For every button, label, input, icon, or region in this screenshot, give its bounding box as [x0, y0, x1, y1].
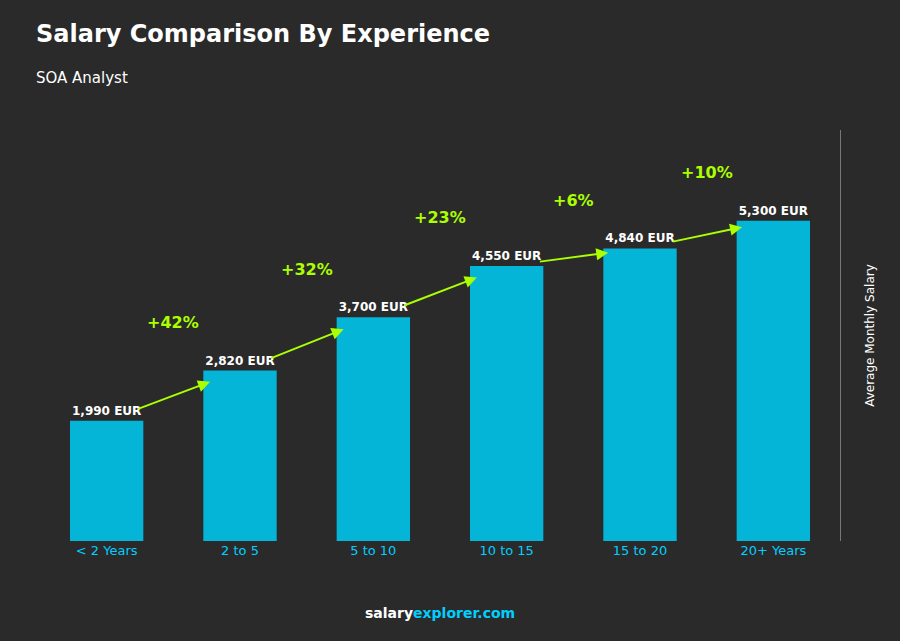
svg-text:1,990 EUR: 1,990 EUR: [72, 404, 141, 418]
svg-text:SOA Analyst: SOA Analyst: [36, 69, 128, 87]
svg-text:salaryexplorer.com: salaryexplorer.com: [365, 605, 515, 621]
svg-text:+23%: +23%: [414, 208, 466, 227]
svg-text:5,300 EUR: 5,300 EUR: [739, 204, 808, 218]
svg-text:10 to 15: 10 to 15: [479, 543, 533, 558]
svg-text:+32%: +32%: [281, 260, 333, 279]
svg-text:4,550 EUR: 4,550 EUR: [472, 249, 541, 263]
svg-text:20+ Years: 20+ Years: [740, 543, 806, 558]
svg-text:2,820 EUR: 2,820 EUR: [205, 354, 274, 368]
svg-text:+6%: +6%: [553, 191, 594, 210]
svg-text:+42%: +42%: [147, 313, 199, 332]
svg-text:2 to 5: 2 to 5: [221, 543, 259, 558]
svg-text:Average Monthly Salary: Average Monthly Salary: [863, 264, 877, 407]
svg-text:+10%: +10%: [681, 163, 733, 182]
svg-text:Salary Comparison By Experienc: Salary Comparison By Experience: [36, 20, 490, 48]
svg-text:3,700 EUR: 3,700 EUR: [339, 300, 408, 314]
svg-text:< 2 Years: < 2 Years: [76, 543, 138, 558]
svg-text:4,840 EUR: 4,840 EUR: [605, 231, 674, 245]
svg-text:5 to 10: 5 to 10: [350, 543, 396, 558]
svg-text:15 to 20: 15 to 20: [613, 543, 667, 558]
